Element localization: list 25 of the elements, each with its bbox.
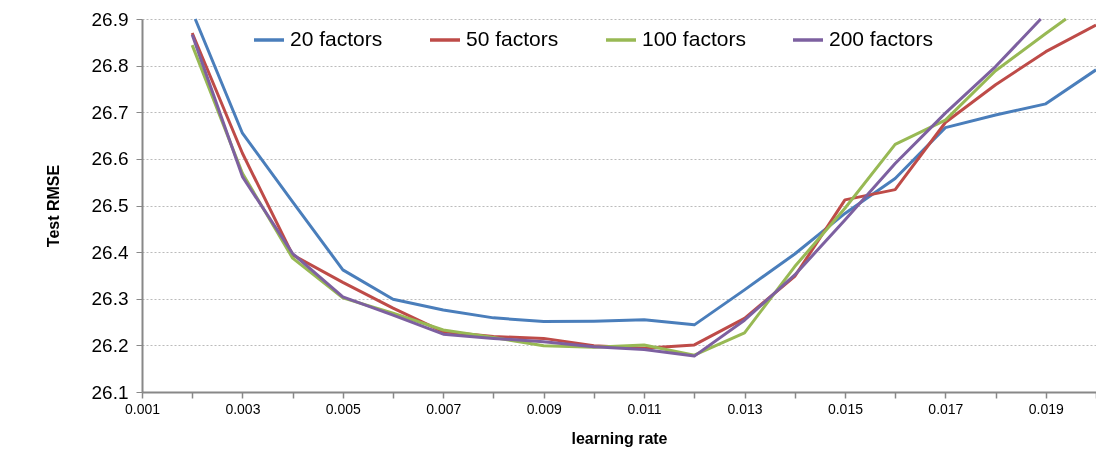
x-axis-title: learning rate (571, 429, 668, 447)
x-tick-label: 0.001 (124, 400, 161, 417)
x-tick-label: 0.007 (426, 400, 462, 417)
legend-label: 100 factors (642, 27, 746, 50)
legend-label: 200 factors (829, 27, 933, 50)
x-tick-label: 0.019 (1028, 400, 1065, 417)
y-axis-title: Test RMSE (44, 164, 62, 248)
x-tick-label: 0.017 (928, 400, 964, 417)
y-tick-label: 26.8 (91, 55, 129, 77)
x-tick-label: 0.009 (526, 400, 562, 417)
legend-label: 20 factors (290, 27, 383, 50)
y-tick-label: 26.3 (91, 288, 129, 310)
x-tick-label: 0.015 (827, 400, 864, 417)
y-tick-label: 26.2 (91, 334, 129, 356)
x-tick-label: 0.003 (225, 400, 261, 417)
y-tick-label: 26.7 (91, 101, 129, 123)
y-tick-label: 26.5 (91, 195, 129, 216)
y-tick-label: 26.1 (91, 381, 129, 403)
x-tick-label: 0.005 (325, 400, 362, 417)
x-tick-label: 0.013 (727, 400, 763, 417)
y-tick-label: 26.9 (91, 8, 129, 30)
x-tick-label: 0.011 (627, 400, 662, 417)
y-tick-label: 26.4 (91, 241, 129, 263)
y-tick-label: 26.6 (91, 148, 129, 170)
legend-label: 50 factors (466, 27, 559, 50)
